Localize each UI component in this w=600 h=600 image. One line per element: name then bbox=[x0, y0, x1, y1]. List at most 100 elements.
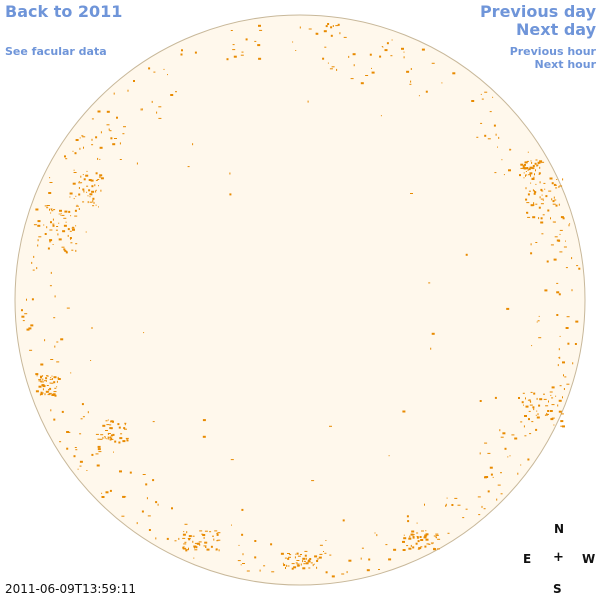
facula-speck bbox=[534, 173, 535, 176]
facula-speck bbox=[316, 558, 319, 560]
facula-speck bbox=[83, 178, 86, 181]
facula-speck bbox=[437, 538, 441, 540]
facula-speck bbox=[74, 209, 77, 212]
facula-speck bbox=[48, 390, 50, 392]
facula-speck bbox=[545, 414, 547, 416]
facula-speck bbox=[408, 547, 412, 550]
next-hour-link[interactable]: Next hour bbox=[534, 58, 597, 71]
facula-speck bbox=[536, 410, 538, 412]
facula-speck bbox=[316, 566, 318, 569]
facula-speck bbox=[204, 542, 208, 544]
facula-speck bbox=[465, 508, 468, 510]
facula-speck bbox=[534, 191, 537, 194]
facula-speck bbox=[526, 167, 529, 169]
facula-speck bbox=[430, 347, 432, 350]
facula-speck bbox=[336, 68, 338, 71]
facula-speck bbox=[65, 221, 67, 223]
facula-speck bbox=[49, 208, 50, 211]
facula-speck bbox=[300, 554, 302, 555]
facula-speck bbox=[241, 508, 244, 511]
facula-speck bbox=[270, 543, 273, 546]
facula-speck bbox=[541, 161, 545, 163]
facula-speck bbox=[551, 397, 554, 399]
facula-speck bbox=[390, 55, 393, 57]
facula-speck bbox=[325, 571, 328, 574]
back-to-year-link[interactable]: Back to 2011 bbox=[5, 2, 123, 21]
facula-speck bbox=[556, 239, 560, 242]
facula-speck bbox=[536, 416, 540, 419]
facula-speck bbox=[511, 434, 515, 436]
facula-speck bbox=[65, 158, 68, 160]
facula-speck bbox=[487, 138, 491, 140]
facula-speck bbox=[388, 558, 392, 561]
facula-speck bbox=[415, 542, 418, 545]
facula-speck bbox=[75, 449, 78, 451]
facula-speck bbox=[91, 453, 94, 456]
facula-speck bbox=[26, 298, 27, 301]
facula-speck bbox=[33, 255, 35, 258]
facula-speck bbox=[90, 360, 92, 361]
facula-speck bbox=[303, 560, 306, 562]
facular-features bbox=[21, 23, 581, 578]
facula-speck bbox=[258, 57, 262, 60]
facula-speck bbox=[540, 203, 544, 205]
facula-speck bbox=[185, 549, 188, 552]
facula-speck bbox=[537, 320, 540, 322]
facula-speck bbox=[56, 380, 58, 383]
facula-speck bbox=[528, 174, 532, 176]
facula-speck bbox=[407, 520, 410, 523]
facula-speck bbox=[295, 553, 297, 555]
facula-speck bbox=[291, 563, 295, 565]
facula-speck bbox=[532, 406, 535, 409]
facula-speck bbox=[551, 182, 554, 185]
facula-speck bbox=[40, 391, 43, 393]
facula-speck bbox=[56, 361, 60, 363]
facula-speck bbox=[237, 560, 241, 562]
facula-speck bbox=[229, 172, 231, 175]
facula-speck bbox=[522, 165, 525, 168]
facula-speck bbox=[102, 424, 106, 427]
facula-speck bbox=[402, 410, 406, 413]
facula-speck bbox=[484, 91, 488, 93]
facula-speck bbox=[56, 341, 59, 343]
facula-speck bbox=[64, 155, 66, 158]
facula-speck bbox=[366, 569, 370, 572]
facula-speck bbox=[46, 375, 49, 377]
facula-speck bbox=[163, 68, 165, 70]
facula-speck bbox=[73, 455, 76, 458]
facula-speck bbox=[360, 557, 362, 560]
facula-speck bbox=[554, 184, 557, 186]
facula-speck bbox=[69, 192, 73, 195]
facula-speck bbox=[69, 196, 71, 198]
facula-speck bbox=[305, 562, 309, 565]
facula-speck bbox=[452, 72, 456, 75]
facula-speck bbox=[78, 193, 80, 195]
facula-speck bbox=[63, 248, 66, 251]
facula-speck bbox=[53, 381, 56, 384]
facula-speck bbox=[106, 438, 108, 440]
previous-day-link[interactable]: Previous day bbox=[479, 2, 596, 21]
facula-speck bbox=[562, 396, 563, 399]
facula-speck bbox=[44, 233, 47, 235]
facula-speck bbox=[242, 553, 244, 556]
facula-speck bbox=[533, 203, 535, 206]
see-facular-data-link[interactable]: See facular data bbox=[5, 45, 107, 58]
facula-speck bbox=[230, 459, 234, 461]
facula-speck bbox=[32, 269, 35, 271]
facula-speck bbox=[87, 195, 89, 197]
next-day-link[interactable]: Next day bbox=[516, 20, 596, 39]
facula-speck bbox=[54, 394, 57, 397]
facula-speck bbox=[116, 116, 118, 119]
facula-speck bbox=[122, 440, 126, 443]
previous-hour-link[interactable]: Previous hour bbox=[509, 45, 596, 58]
facula-speck bbox=[559, 185, 563, 187]
facula-speck bbox=[82, 174, 84, 176]
facula-speck bbox=[567, 342, 570, 345]
facula-speck bbox=[229, 193, 232, 196]
facula-speck bbox=[49, 239, 53, 242]
facula-speck bbox=[412, 535, 415, 537]
facula-speck bbox=[484, 442, 488, 444]
facula-speck bbox=[77, 468, 79, 470]
facula-speck bbox=[258, 24, 261, 27]
